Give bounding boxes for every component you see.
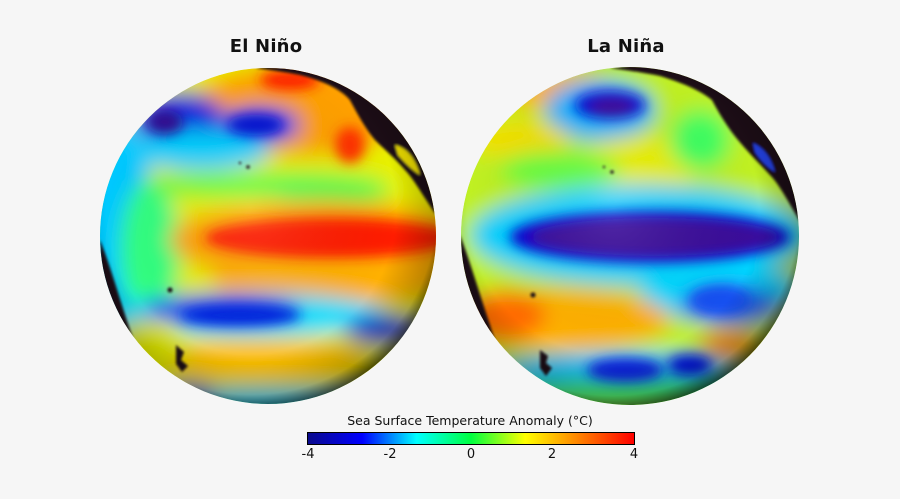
la-nina-globe: [461, 67, 799, 405]
colorbar-tick: 2: [547, 447, 557, 462]
colorbar: [307, 432, 635, 445]
colorbar-tick: 0: [466, 447, 476, 462]
colorbar-tick: -2: [383, 447, 397, 462]
la-nina-title: La Niña: [587, 36, 665, 57]
colorbar-tick: -4: [301, 447, 315, 462]
colorbar-title: Sea Surface Temperature Anomaly (°C): [347, 413, 593, 428]
colorbar-tick: 4: [629, 447, 639, 462]
el-nino-title: El Niño: [229, 36, 303, 57]
el-nino-globe: [100, 68, 436, 404]
